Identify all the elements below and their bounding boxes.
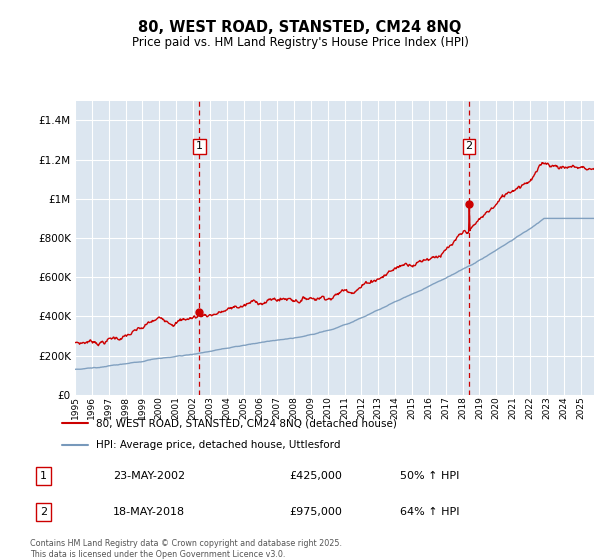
Text: 1: 1	[40, 471, 47, 481]
Text: 1: 1	[196, 141, 203, 151]
Text: 2: 2	[466, 141, 473, 151]
Text: Price paid vs. HM Land Registry's House Price Index (HPI): Price paid vs. HM Land Registry's House …	[131, 36, 469, 49]
Text: 64% ↑ HPI: 64% ↑ HPI	[400, 507, 460, 517]
Text: HPI: Average price, detached house, Uttlesford: HPI: Average price, detached house, Uttl…	[96, 440, 341, 450]
Text: 80, WEST ROAD, STANSTED, CM24 8NQ (detached house): 80, WEST ROAD, STANSTED, CM24 8NQ (detac…	[96, 418, 397, 428]
Text: £425,000: £425,000	[289, 471, 343, 481]
Text: Contains HM Land Registry data © Crown copyright and database right 2025.
This d: Contains HM Land Registry data © Crown c…	[30, 539, 342, 559]
Text: 18-MAY-2018: 18-MAY-2018	[113, 507, 185, 517]
Text: 50% ↑ HPI: 50% ↑ HPI	[400, 471, 459, 481]
Text: 80, WEST ROAD, STANSTED, CM24 8NQ: 80, WEST ROAD, STANSTED, CM24 8NQ	[139, 20, 461, 35]
Text: 2: 2	[40, 507, 47, 517]
Text: 23-MAY-2002: 23-MAY-2002	[113, 471, 185, 481]
Text: £975,000: £975,000	[289, 507, 343, 517]
